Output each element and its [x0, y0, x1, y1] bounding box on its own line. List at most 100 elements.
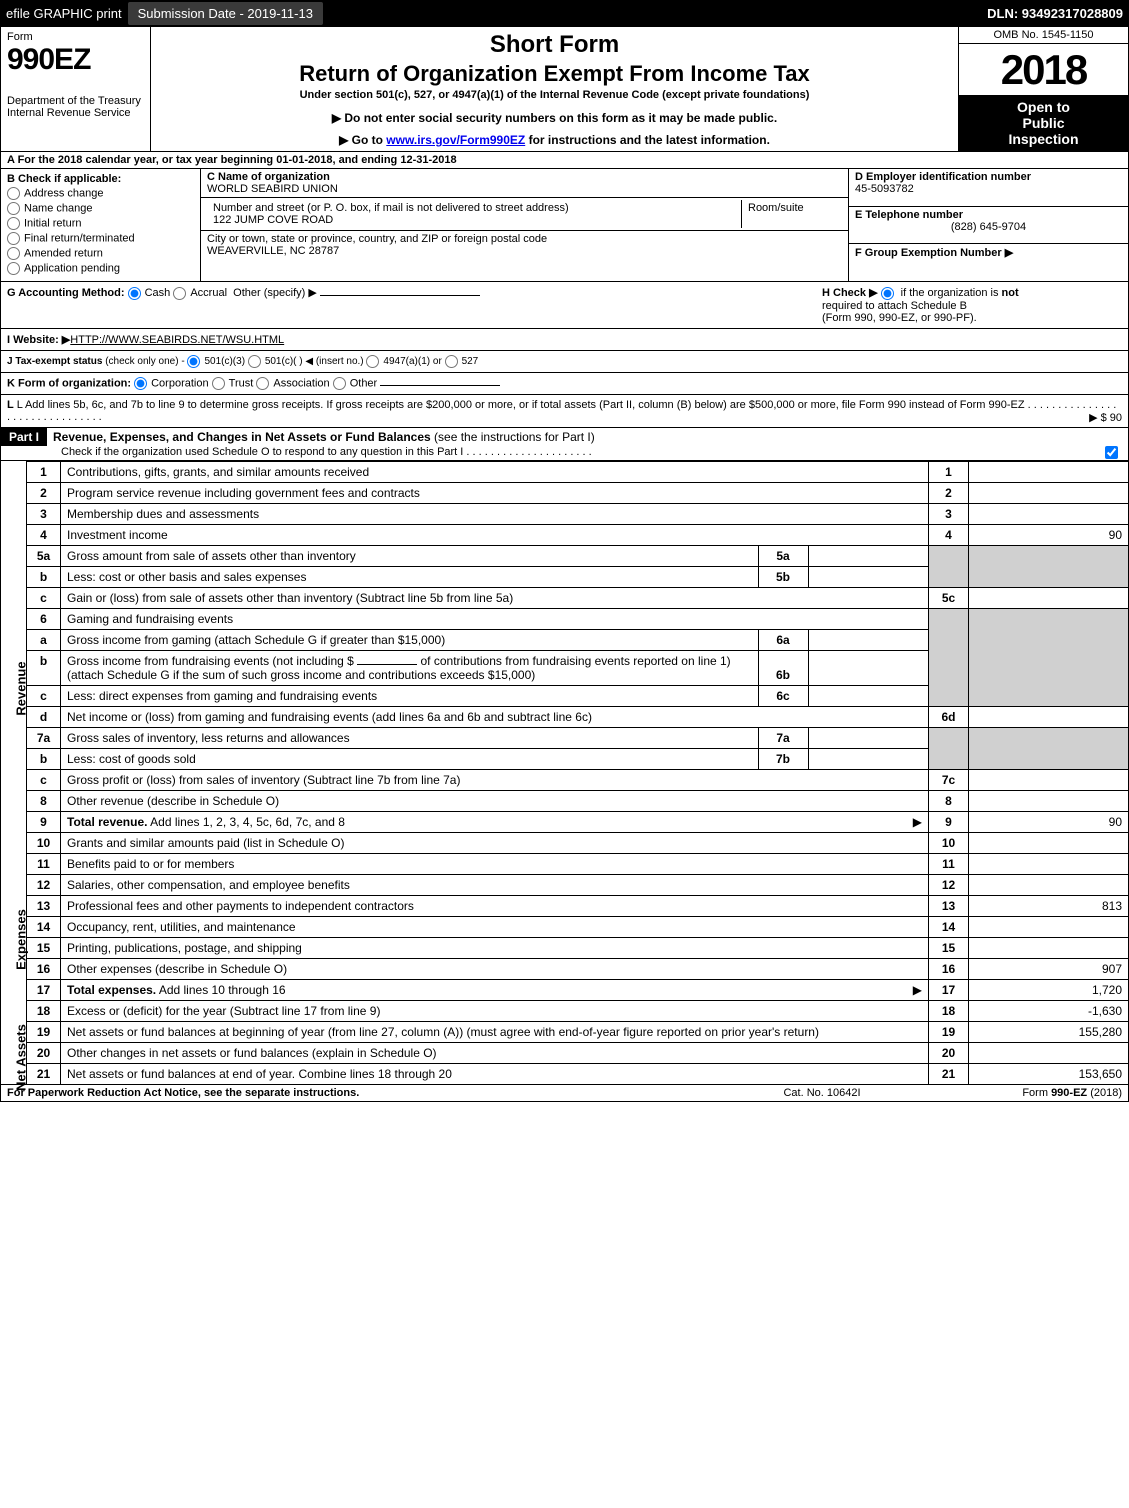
ib-6a: 6a	[758, 630, 808, 650]
amended-return-text: Amended return	[24, 247, 103, 259]
top-bar: efile GRAPHIC print Submission Date - 20…	[0, 0, 1129, 27]
amended-return[interactable]: Amended return	[7, 247, 194, 260]
goto-line: ▶ Go to www.irs.gov/Form990EZ for instru…	[157, 133, 952, 147]
j-501c-radio[interactable]	[248, 355, 261, 368]
iv-6b	[808, 651, 928, 685]
amended-return-radio[interactable]	[7, 247, 20, 260]
a-6d	[969, 706, 1129, 727]
ln-7b: b	[27, 748, 61, 769]
ib-6c: 6c	[758, 686, 808, 706]
part1-check-row: Check if the organization used Schedule …	[1, 446, 1128, 460]
ln-7c: c	[27, 769, 61, 790]
final-return[interactable]: Final return/terminated	[7, 232, 194, 245]
k-other-radio[interactable]	[333, 377, 346, 390]
a-19: 155,280	[969, 1021, 1129, 1042]
d-19: Net assets or fund balances at beginning…	[67, 1025, 819, 1039]
info-block: B Check if applicable: Address change Na…	[0, 169, 1129, 282]
iv-7a	[808, 728, 928, 748]
calendar-year-row: A For the 2018 calendar year, or tax yea…	[0, 152, 1129, 169]
a-11	[969, 853, 1129, 874]
side-netassets: Net Assets	[14, 1018, 29, 1098]
ln-21: 21	[27, 1063, 61, 1084]
efile-label[interactable]: efile GRAPHIC print	[6, 6, 122, 21]
b-18: 18	[929, 1000, 969, 1021]
ln-12: 12	[27, 874, 61, 895]
e-label: E Telephone number	[855, 209, 963, 221]
side-expenses: Expenses	[14, 900, 29, 980]
a-7c	[969, 769, 1129, 790]
a-14	[969, 916, 1129, 937]
addr-change[interactable]: Address change	[7, 187, 194, 200]
form-number: 990EZ	[7, 43, 144, 77]
k-assoc-radio[interactable]	[256, 377, 269, 390]
initial-return[interactable]: Initial return	[7, 217, 194, 230]
header-right: OMB No. 1545-1150 2018 Open to Public In…	[958, 27, 1128, 151]
form-label: Form	[7, 31, 144, 43]
dln: DLN: 93492317028809	[987, 6, 1123, 21]
k-corp-radio[interactable]	[134, 377, 147, 390]
org-name: WORLD SEABIRD UNION	[207, 183, 338, 195]
part1-bar: Part I	[1, 428, 47, 446]
name-change-radio[interactable]	[7, 202, 20, 215]
application-pending-radio[interactable]	[7, 262, 20, 275]
grey-6	[929, 608, 969, 706]
row-k: K Form of organization: Corporation Trus…	[0, 373, 1129, 395]
under-section: Under section 501(c), 527, or 4947(a)(1)…	[157, 89, 952, 101]
cash-label: Cash	[145, 287, 171, 299]
j-527-radio[interactable]	[445, 355, 458, 368]
ln-14: 14	[27, 916, 61, 937]
j-501c3-radio[interactable]	[187, 355, 200, 368]
accrual-radio[interactable]	[173, 287, 186, 300]
j-note: (check only one) -	[105, 356, 187, 367]
ln-11: 11	[27, 853, 61, 874]
d-10: Grants and similar amounts paid (list in…	[67, 836, 344, 850]
ib-5a: 5a	[758, 546, 808, 566]
part1-checkbox[interactable]	[1105, 446, 1118, 459]
part1-check: Check if the organization used Schedule …	[61, 446, 463, 458]
website-url[interactable]: HTTP://WWW.SEABIRDS.NET/WSU.HTML	[70, 334, 284, 346]
k-other-input[interactable]	[380, 385, 500, 386]
phone: (828) 645-9704	[855, 221, 1122, 233]
name-change[interactable]: Name change	[7, 202, 194, 215]
k-trust-radio[interactable]	[212, 377, 225, 390]
d-6a: Gross income from gaming (attach Schedul…	[67, 633, 445, 647]
ln-5b: b	[27, 566, 61, 587]
dept-label: Department of the Treasury	[7, 95, 144, 107]
h-l2: if the organization is	[898, 287, 1002, 299]
d-5c: Gain or (loss) from sale of assets other…	[67, 591, 513, 605]
b-16: 16	[929, 958, 969, 979]
other-input[interactable]	[320, 295, 480, 296]
b-20: 20	[929, 1042, 969, 1063]
cal-mid: , and ending	[332, 154, 400, 166]
form-header: Form 990EZ Department of the Treasury In…	[0, 27, 1129, 152]
final-return-radio[interactable]	[7, 232, 20, 245]
greya-5	[969, 545, 1129, 587]
b-14: 14	[929, 916, 969, 937]
6b-amount[interactable]	[357, 664, 417, 665]
irs-label: Internal Revenue Service	[7, 107, 144, 119]
cash-radio[interactable]	[128, 287, 141, 300]
cal-end: 12-31-2018	[400, 154, 456, 166]
ein: 45-5093782	[855, 183, 914, 195]
b-13: 13	[929, 895, 969, 916]
irs-link[interactable]: www.irs.gov/Form990EZ	[386, 133, 525, 147]
b-12: 12	[929, 874, 969, 895]
d-7c: Gross profit or (loss) from sales of inv…	[67, 773, 460, 787]
j-d: 527	[462, 356, 479, 367]
street-cell: Number and street (or P. O. box, if mail…	[201, 198, 848, 231]
footer-notice: For Paperwork Reduction Act Notice, see …	[7, 1087, 722, 1099]
a-8	[969, 790, 1129, 811]
iv-5b	[808, 567, 928, 587]
ln-6d: d	[27, 706, 61, 727]
application-pending[interactable]: Application pending	[7, 262, 194, 275]
ln-15: 15	[27, 937, 61, 958]
h-radio[interactable]	[881, 287, 894, 300]
g-label: G Accounting Method:	[7, 287, 125, 299]
b-9: 9	[929, 811, 969, 832]
addr-change-radio[interactable]	[7, 187, 20, 200]
b-17: 17	[929, 979, 969, 1000]
d-14: Occupancy, rent, utilities, and maintena…	[67, 920, 296, 934]
ib-7a: 7a	[758, 728, 808, 748]
j-4947-radio[interactable]	[366, 355, 379, 368]
initial-return-radio[interactable]	[7, 217, 20, 230]
